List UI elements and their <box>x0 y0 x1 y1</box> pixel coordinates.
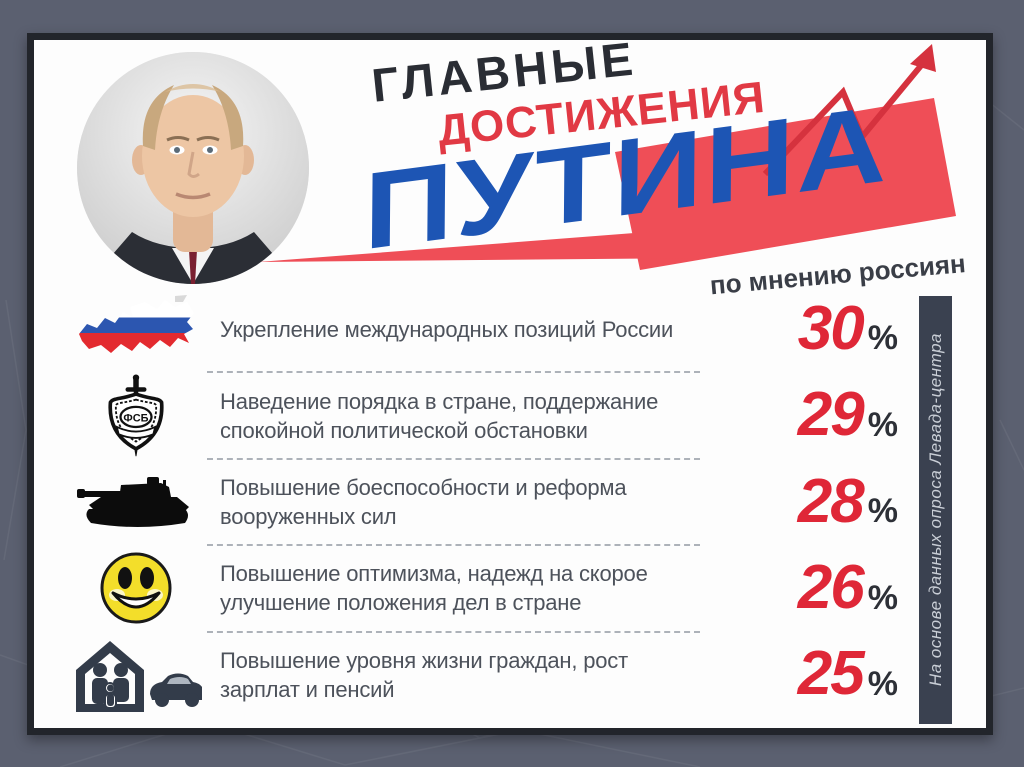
tank-icon <box>52 471 220 533</box>
putin-portrait-photo <box>77 52 309 284</box>
zigzag-arrow-head <box>910 44 936 72</box>
percent-number: 30 <box>797 293 865 363</box>
achievement-label: Повышение уровня жизни граждан, рост зар… <box>220 647 628 702</box>
percent-sign: % <box>867 492 898 531</box>
achievement-value: 29 % <box>690 380 902 450</box>
percent-sign: % <box>867 319 898 358</box>
achievement-value: 26 % <box>690 553 902 622</box>
achievement-value: 28 % <box>690 466 902 536</box>
achievement-row-1: Укрепление международных позиций России … <box>52 286 902 374</box>
infographic-card: ГЛАВНЫЕ ДОСТИЖЕНИЯ ПУТИНА по мнению росс… <box>27 31 993 735</box>
achievement-row-5: Повышение уровня жизни граждан, рост зар… <box>52 632 902 718</box>
source-note: На основе данных опроса Левада-центра <box>925 333 945 687</box>
percent-sign: % <box>867 405 898 444</box>
achievement-label: Укрепление международных позиций России <box>220 316 674 342</box>
achievement-label: Повышение оптимизма, надежд на скорое ул… <box>220 561 648 616</box>
fsb-emblem-icon: ФСБ <box>52 374 220 458</box>
percent-number: 29 <box>797 380 865 450</box>
percent-number: 26 <box>797 553 865 622</box>
portrait-drawing <box>77 52 309 284</box>
achievement-label: Наведение порядка в стране, поддержание … <box>220 388 659 443</box>
achievement-value: 30 % <box>690 293 902 363</box>
source-strip: На основе данных опроса Левада-центра <box>919 296 952 724</box>
percent-sign: % <box>867 578 898 617</box>
achievement-value: 25 % <box>690 639 902 709</box>
percent-sign: % <box>867 664 898 703</box>
percent-number: 28 <box>797 466 865 536</box>
house-family-car-icon <box>52 636 220 714</box>
achievement-label: Повышение боеспособности и реформа воору… <box>220 474 627 530</box>
percent-number: 25 <box>797 639 865 709</box>
achievement-row-3: Повышение боеспособности и реформа воору… <box>52 459 902 547</box>
achievement-row-2: ФСБ Наведение порядка в стране, поддержа… <box>52 372 902 461</box>
russia-map-flag-icon <box>52 294 220 364</box>
achievements-list: Укрепление международных позиций России … <box>52 286 902 718</box>
achievement-row-4: Повышение оптимизма, надежд на скорое ул… <box>52 545 902 634</box>
fsb-emblem-text: ФСБ <box>123 412 148 424</box>
smiley-face-icon <box>52 551 220 625</box>
